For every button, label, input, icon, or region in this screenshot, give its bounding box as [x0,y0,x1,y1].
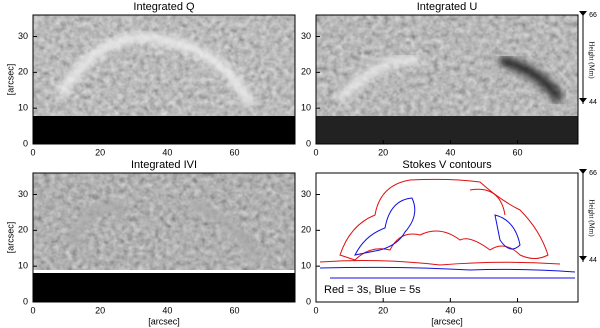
y-tick-label: 10 [18,103,28,113]
plot-frame [315,14,579,145]
image-q [33,15,295,144]
plot-frame [315,172,579,303]
contour-plot [316,173,578,302]
y2-tick-label: 44 [589,257,597,264]
x-tick-label: 40 [162,305,172,315]
x-tick-label: 0 [313,305,318,315]
y-tick-label: 30 [301,31,311,41]
y-tick-label: 20 [301,225,311,235]
y2-axis-label: Height (Mm) [587,199,595,237]
y-tick-label: 0 [23,296,28,306]
y2-axis-label: Height (Mm) [587,41,595,79]
x-tick-label: 40 [162,147,172,157]
x-tick-label: 0 [30,305,35,315]
x-tick-label: 0 [30,147,35,157]
y2-tick-label: 66 [589,170,597,177]
x-tick-label: 0 [313,147,318,157]
annotation: Red = 3s, Blue = 5s [324,284,421,296]
plot-frame [32,172,296,303]
y-tick-label: 20 [18,225,28,235]
x-tick-label: 40 [445,147,455,157]
y2-tick-label: 44 [589,99,597,106]
y-tick-label: 10 [301,103,311,113]
x-axis-label: [arcsec] [431,316,463,326]
y-axis-label: [arcsec] [5,222,15,254]
x-tick-label: 60 [513,147,523,157]
x-tick-label: 40 [445,305,455,315]
x-tick-label: 60 [230,147,240,157]
y2-tick-marker [579,11,587,16]
y2-tick-label: 66 [589,12,597,19]
y-tick-label: 30 [301,189,311,199]
x-tick-label: 60 [230,305,240,315]
y-tick-label: 20 [301,67,311,77]
y-tick-label: 10 [18,261,28,271]
y-tick-label: 10 [301,261,311,271]
y-tick-label: 0 [306,296,311,306]
x-axis-label: [arcsec] [148,316,180,326]
x-tick-label: 60 [513,305,523,315]
x-tick-label: 20 [95,147,105,157]
y-tick-label: 20 [18,67,28,77]
x-tick-label: 20 [378,147,388,157]
panel-title: Integrated Q [133,1,195,13]
y-axis-label: [arcsec] [5,64,15,96]
x-tick-label: 20 [95,305,105,315]
y-tick-label: 0 [23,138,28,148]
plot-frame [32,14,296,145]
x-tick-label: 20 [378,305,388,315]
panel-title: Integrated IVI [131,159,197,171]
panel-title: Integrated U [417,1,478,13]
image-v [33,173,295,302]
y-tick-label: 30 [18,189,28,199]
image-u [316,15,578,144]
y-tick-label: 30 [18,31,28,41]
panel-title: Stokes V contours [402,159,492,171]
y-tick-label: 0 [306,138,311,148]
y2-tick-marker [579,169,587,174]
